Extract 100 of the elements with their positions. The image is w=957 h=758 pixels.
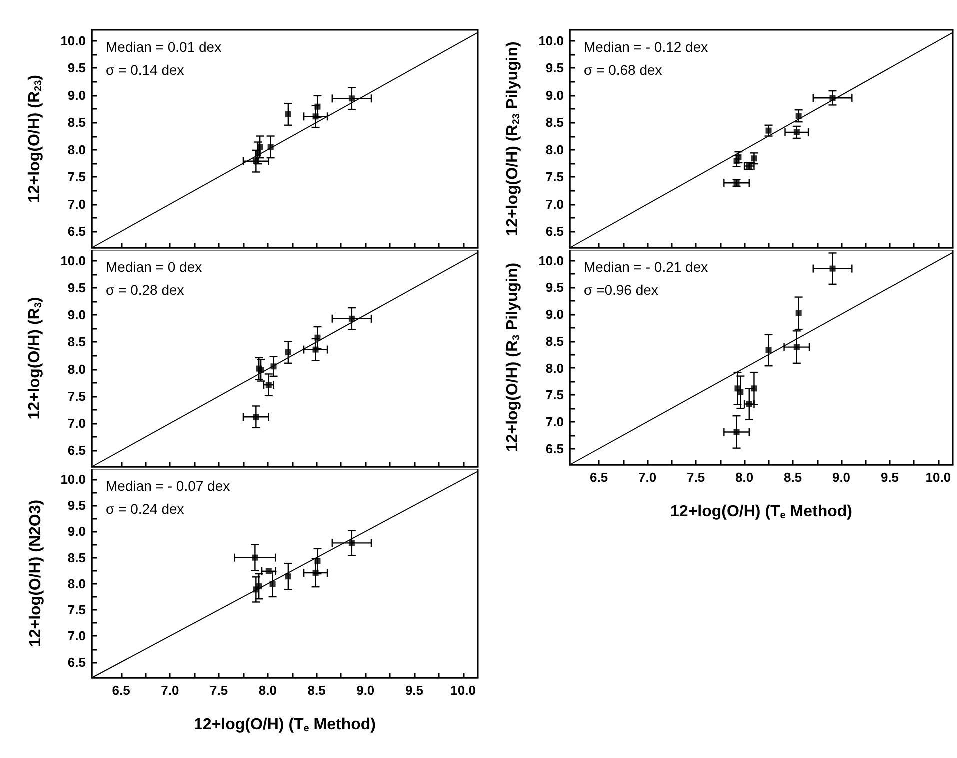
y-tick-label: 8.5	[546, 115, 564, 130]
y-tick-label: 6.5	[68, 443, 86, 458]
point	[766, 348, 772, 354]
y-tick-label: 9.5	[546, 60, 564, 76]
annotation: σ = 0.24 dex	[106, 501, 184, 517]
x-tick-label: 10.0	[450, 683, 476, 698]
y-tick-label: 9.0	[68, 308, 86, 323]
x-tick-label: 9.0	[356, 683, 375, 698]
point	[348, 316, 355, 322]
x-tick-label: 9.0	[832, 470, 851, 485]
annotation: Median = 0.01 dex	[106, 39, 222, 55]
y-tick-label: 10.0	[60, 253, 86, 268]
y-tick-label: 9.0	[546, 88, 564, 103]
point	[312, 570, 319, 576]
point	[794, 344, 800, 350]
y-tick-label: 10.0	[538, 253, 564, 268]
y-tick-label: 7.0	[68, 196, 86, 212]
point	[348, 540, 355, 546]
point	[314, 334, 321, 341]
point	[266, 382, 272, 388]
x-tick-label: 8.5	[784, 470, 802, 485]
y-tick-label: 7.5	[68, 602, 86, 618]
point	[312, 346, 319, 353]
point	[285, 111, 292, 118]
x-tick-label: 8.0	[258, 683, 277, 698]
y-tick-label: 6.5	[546, 224, 564, 240]
point	[734, 429, 740, 436]
y-tick-label: 7.5	[68, 388, 86, 404]
y-tick-label: 8.0	[68, 142, 86, 158]
point	[285, 350, 292, 356]
point	[738, 389, 744, 396]
y-tick-label: 9.0	[68, 88, 86, 103]
y-tick-label: 8.0	[546, 360, 564, 376]
point	[830, 266, 836, 272]
x-tick-label: 6.5	[590, 470, 608, 485]
point	[268, 144, 274, 150]
y-tick-label: 6.5	[68, 224, 86, 240]
y-axis-title: 12+log(O/H) (R23 Pilyugin)	[504, 42, 522, 236]
point	[314, 104, 321, 110]
point	[794, 129, 800, 136]
point	[257, 144, 264, 150]
y-tick-label: 10.0	[60, 33, 86, 48]
x-tick-label: 7.5	[687, 470, 706, 485]
point	[253, 158, 260, 164]
point	[796, 310, 802, 316]
y-tick-label: 8.5	[68, 550, 86, 566]
y-tick-label: 8.0	[68, 576, 86, 592]
y-tick-label: 6.5	[546, 441, 564, 456]
y-tick-label: 8.5	[546, 334, 564, 349]
point	[312, 114, 319, 120]
point	[266, 568, 272, 574]
y-tick-label: 9.5	[68, 498, 86, 514]
point	[270, 581, 276, 588]
annotation: Median = - 0.12 dex	[584, 39, 708, 55]
y-tick-label: 7.0	[546, 196, 564, 212]
y-tick-label: 9.5	[546, 280, 564, 296]
point	[751, 156, 758, 162]
y-tick-label: 7.5	[546, 170, 564, 185]
annotation: σ = 0.14 dex	[106, 62, 184, 78]
y-tick-label: 7.0	[68, 416, 86, 432]
y-tick-label: 7.5	[546, 388, 564, 403]
x-tick-label: 6.5	[112, 683, 130, 698]
y-tick-label: 8.5	[68, 115, 86, 130]
x-tick-label: 10.0	[926, 470, 952, 485]
y-axis-title: 12+log(O/H) (R23)	[26, 74, 44, 204]
point	[270, 364, 277, 370]
point	[285, 574, 292, 580]
y-tick-label: 9.5	[68, 280, 86, 296]
y-tick-label: 7.5	[68, 170, 86, 185]
annotation: Median = - 0.21 dex	[584, 259, 708, 275]
point	[766, 128, 772, 134]
y-tick-label: 8.0	[546, 142, 564, 158]
y-tick-label: 7.0	[546, 414, 564, 430]
y-axis-title: 12+log(O/H) (N2O3)	[28, 500, 44, 648]
annotation: Median = - 0.07 dex	[106, 478, 230, 494]
y-axis-title: 12+log(O/H) (R3 Pilyugin)	[504, 262, 522, 452]
point	[734, 158, 740, 164]
point	[255, 150, 262, 156]
y-tick-label: 9.0	[546, 307, 564, 322]
y-axis-title: 12+log(O/H) (R3)	[26, 297, 44, 420]
y-tick-label: 8.0	[68, 362, 86, 377]
y-tick-label: 6.5	[68, 654, 86, 670]
x-tick-label: 9.5	[880, 470, 900, 485]
x-tick-label: 8.5	[308, 683, 326, 698]
x-tick-label: 8.0	[735, 470, 754, 485]
annotation: σ = 0.28 dex	[106, 282, 184, 298]
x-tick-label: 9.5	[405, 683, 424, 698]
y-tick-label: 9.0	[68, 524, 86, 540]
y-tick-label: 10.0	[538, 33, 564, 48]
y-tick-label: 9.5	[68, 60, 86, 76]
annotation: σ = 0.68 dex	[584, 62, 662, 78]
point	[830, 95, 836, 102]
x-tick-label: 7.5	[210, 683, 228, 698]
x-tick-label: 7.0	[161, 683, 180, 698]
point	[348, 96, 355, 102]
annotation: Median = 0 dex	[106, 259, 202, 275]
point	[796, 113, 802, 120]
x-tick-label: 7.0	[638, 470, 657, 485]
point	[253, 414, 260, 420]
point	[252, 554, 258, 561]
